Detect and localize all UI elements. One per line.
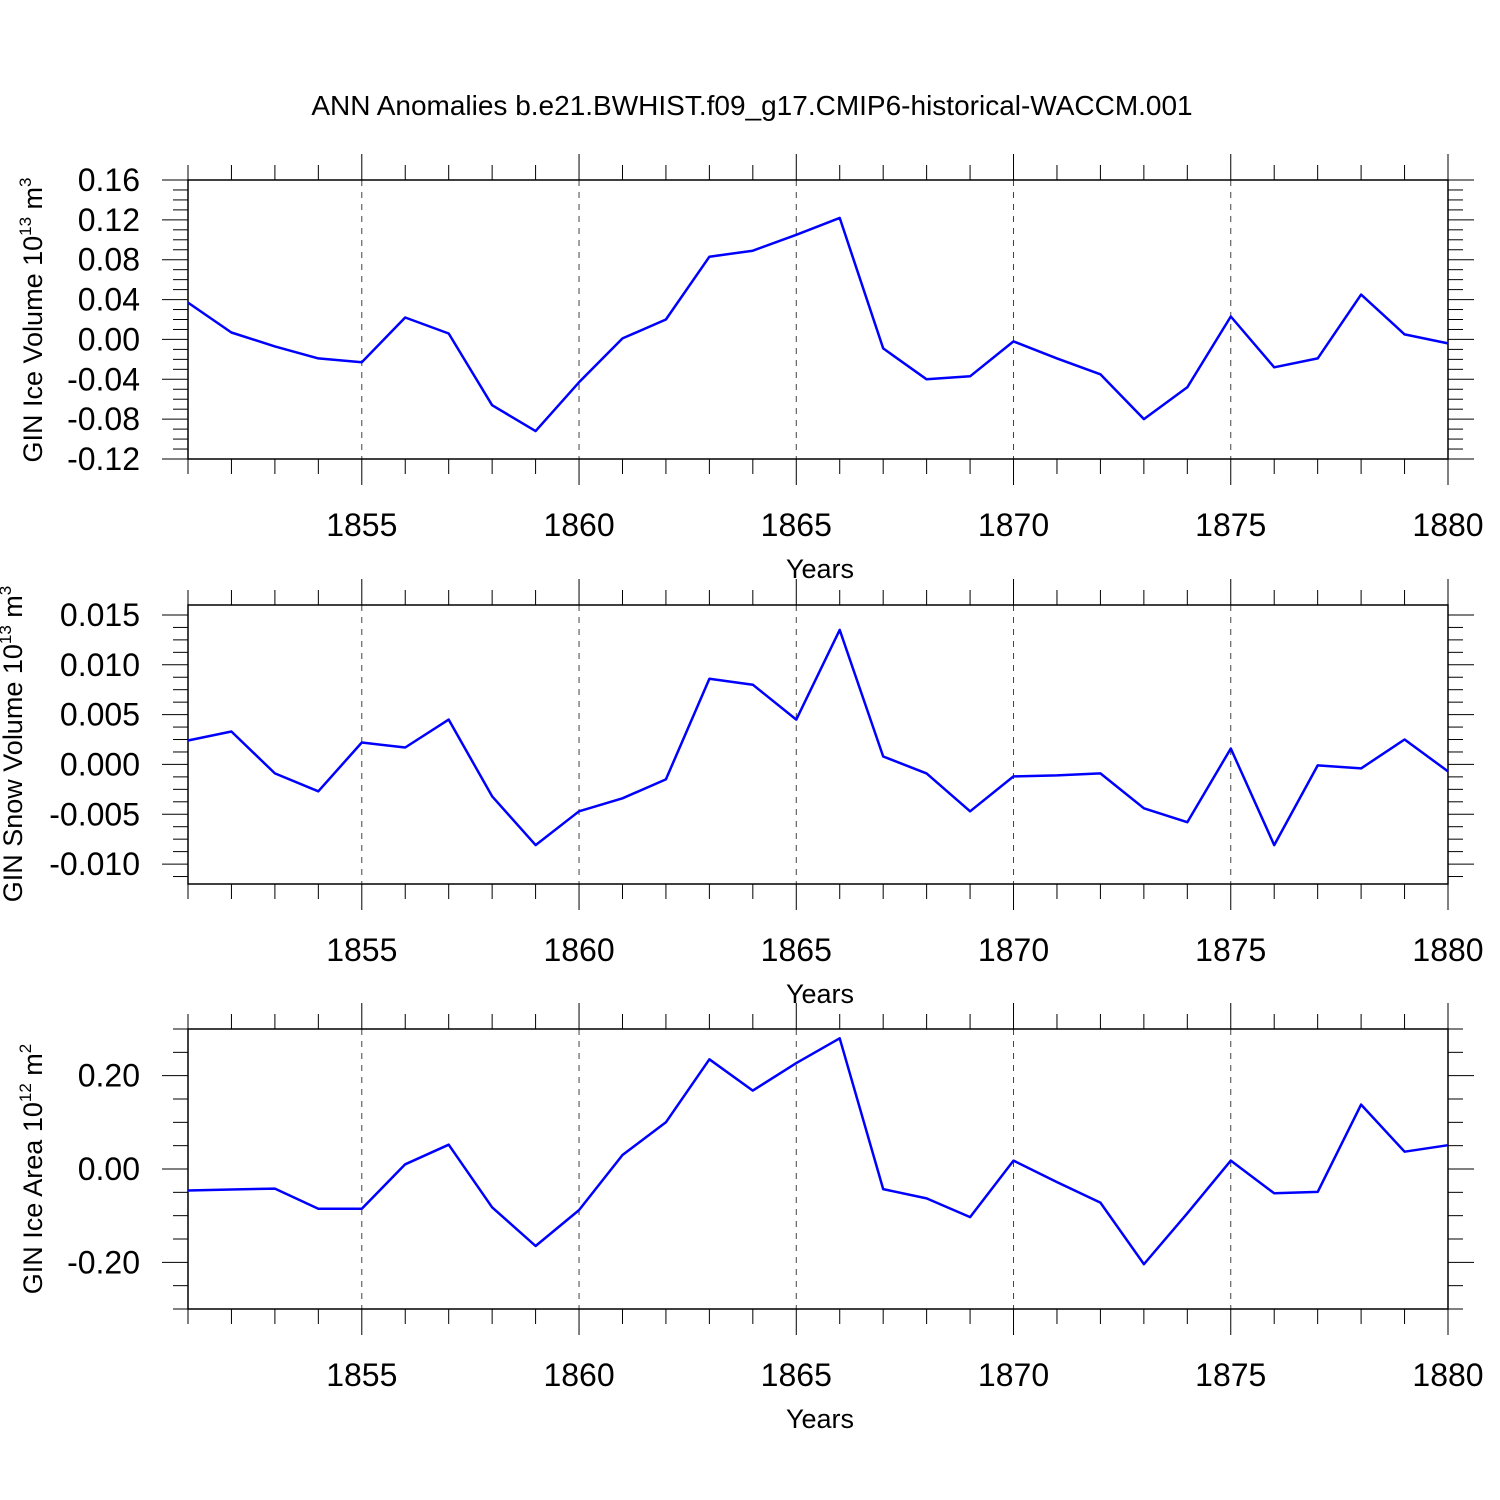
y-axis-label: GIN Snow Volume 1013 m3 [0,586,28,903]
y-axis-label-unit: m [0,595,28,625]
x-axis-label: Years [786,1404,854,1434]
chart-panel-3: -0.20 0.00 0.20 1855 1860 1865 1870 1875 1880 Yea… [16,1003,1484,1434]
x-tick-label: 1875 [1195,507,1266,543]
y-axis-label-unit-exponent: 2 [16,1044,35,1053]
x-tick-label: 1870 [978,507,1049,543]
x-tick-label: 1860 [543,1357,614,1393]
y-tick-label: 0.015 [60,597,140,633]
x-tick-label: 1865 [761,1357,832,1393]
y-axis-label-unit-exponent: 3 [16,177,35,186]
x-tick-label: 1880 [1412,1357,1483,1393]
series-line [187,216,1449,433]
x-axis-label: Years [786,979,854,1009]
y-axis-label-unit: m [18,1053,48,1083]
x-tick-label: 1865 [761,932,832,968]
x-tick-label: 1875 [1195,1357,1266,1393]
chart-panel-1: -0.12 -0.08 -0.04 0.000.04 0.08 0.12 0.16 1855 1… [16,154,1484,584]
y-tick-label: -0.08 [67,401,140,437]
y-tick-label: 0.00 [78,1151,140,1187]
y-axis-label-main: GIN Ice Area 10 [18,1102,48,1294]
y-tick-label: 0.16 [78,162,140,198]
x-tick-label: 1865 [761,507,832,543]
y-tick-label: 0.00 [78,321,140,357]
x-tick-label: 1860 [543,932,614,968]
x-tick-label: 1855 [326,932,397,968]
y-tick-label: 0.005 [60,697,140,733]
x-tick-label: 1870 [978,1357,1049,1393]
y-tick-label: -0.005 [49,796,140,832]
y-tick-label: -0.04 [67,361,140,397]
series-line [187,628,1449,847]
y-axis-label-exponent: 12 [16,1083,35,1102]
y-axis-label-unit: m [18,187,48,217]
x-tick-label: 1870 [978,932,1049,968]
y-axis-label-main: GIN Snow Volume 10 [0,644,28,902]
series-line [187,1037,1449,1266]
figure-title: ANN Anomalies b.e21.BWHIST.f09_g17.CMIP6… [311,90,1192,121]
chart-panel-2: -0.010 -0.005 0.000 0.005 0.010 0.015 1855 1860… [0,579,1484,1009]
y-tick-label: 0.20 [78,1058,140,1094]
x-tick-label: 1855 [326,1357,397,1393]
y-tick-label: -0.010 [49,846,140,882]
x-axis-label: Years [786,554,854,584]
x-tick-label: 1855 [326,507,397,543]
plot-frame [187,604,1449,885]
x-tick-label: 1880 [1412,932,1483,968]
y-tick-label: 0.08 [78,242,140,278]
y-axis-label-unit-exponent: 3 [0,586,15,595]
x-tick-label: 1880 [1412,507,1483,543]
y-tick-label: -0.12 [67,441,140,477]
y-tick-label: 0.04 [78,282,140,318]
y-tick-label: -0.20 [67,1244,140,1280]
y-axis-label-exponent: 13 [0,625,15,644]
y-tick-label: 0.010 [60,647,140,683]
y-tick-label: 0.000 [60,746,140,782]
y-axis-label: GIN Ice Area 1012 m2 [16,1044,48,1295]
y-axis-label-main: GIN Ice Volume 10 [18,236,48,463]
y-axis-label: GIN Ice Volume 1013 m3 [16,177,48,462]
x-tick-label: 1875 [1195,932,1266,968]
x-tick-label: 1860 [543,507,614,543]
y-tick-label: 0.12 [78,202,140,238]
y-axis-label-exponent: 13 [16,217,35,236]
